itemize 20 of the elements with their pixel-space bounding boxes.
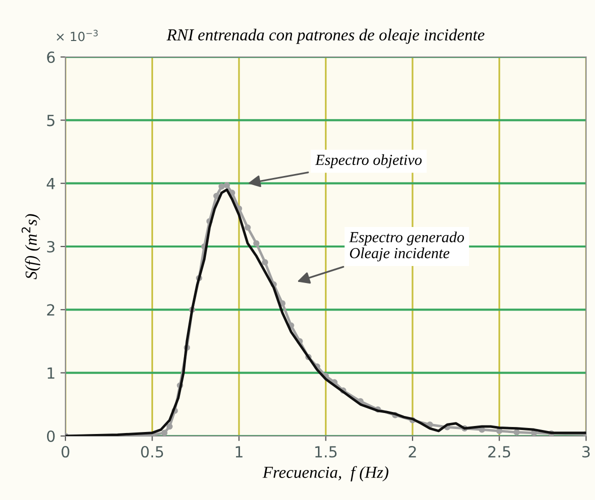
text: × 10$^{−3}$ — [56, 30, 98, 42]
x-tick-label: 3 — [582, 446, 590, 458]
y-tick-label: 5 — [47, 114, 54, 126]
y-axis-title: S(f) (m$^{2}$s) — [22, 214, 40, 280]
x-tick-label: 0 — [62, 446, 70, 458]
x-tick-label: 1.5 — [315, 446, 337, 458]
x-axis-title: Frecuencia, f (Hz) — [262, 466, 388, 482]
y-tick-label: 2 — [47, 304, 54, 316]
chart-title: RNI entrenada con patrones de oleaje incidente — [166, 28, 484, 44]
y-tick-label: 1 — [48, 368, 54, 379]
y-tick-label: 4 — [46, 178, 55, 190]
x-tick-label: 0.5 — [141, 446, 164, 458]
x-tick-label: 1 — [236, 446, 242, 458]
annotation: Espectro generado Oleaje incidente — [349, 232, 464, 262]
x-tick-label: 2 — [408, 446, 416, 458]
annotation: Espectro objetivo — [315, 154, 422, 168]
y-tick-label: 3 — [47, 240, 55, 253]
y-tick-label: 0 — [47, 430, 55, 442]
y-tick-label: 6 — [47, 51, 55, 64]
x-tick-label: 2.5 — [488, 446, 510, 458]
